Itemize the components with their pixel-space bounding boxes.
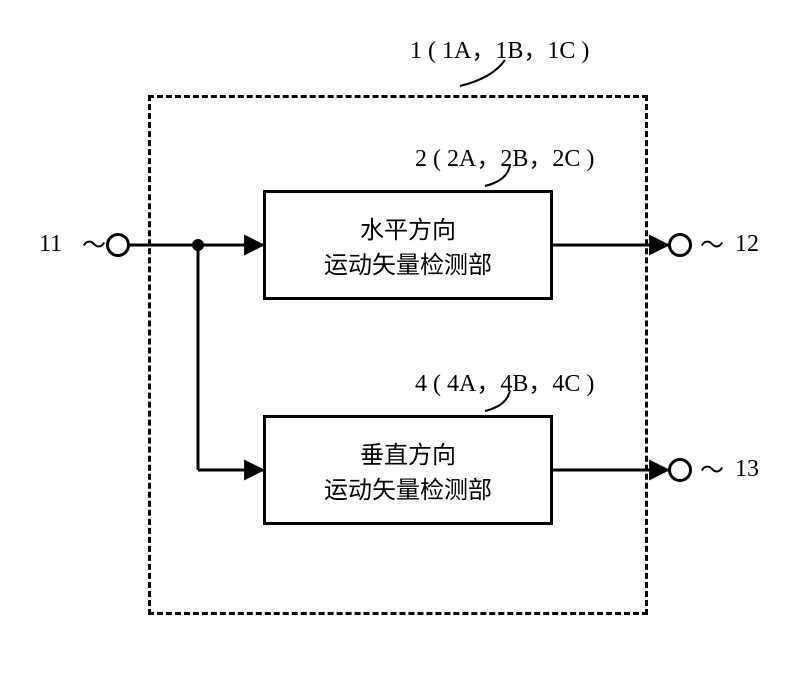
lead-tilde-icon: 〜 — [700, 225, 724, 260]
block-line1: 水平方向 — [360, 210, 456, 245]
block-line2: 运动矢量检测部 — [324, 245, 492, 280]
vertical-block-label: 4 ( 4A，4B，4C ) — [415, 363, 594, 398]
output-port-12 — [668, 233, 692, 257]
system-block-label: 1 ( 1A，1B，1C ) — [410, 30, 589, 65]
output-port-13 — [668, 458, 692, 482]
output-port-13-label: 13 — [735, 456, 759, 483]
horizontal-motion-vector-detector-block: 水平方向 运动矢量检测部 — [263, 190, 553, 300]
diagram-canvas: 1 ( 1A，1B，1C ) 水平方向 运动矢量检测部 2 ( 2A，2B，2C… — [0, 0, 800, 693]
lead-tilde-icon: 〜 — [700, 450, 724, 485]
lead-tilde-icon: 〜 — [82, 225, 106, 260]
horizontal-block-label: 2 ( 2A，2B，2C ) — [415, 138, 594, 173]
vertical-motion-vector-detector-block: 垂直方向 运动矢量检测部 — [263, 415, 553, 525]
output-port-12-label: 12 — [735, 231, 759, 258]
input-port-11-label: 11 — [39, 231, 62, 258]
block-line1: 垂直方向 — [360, 435, 456, 470]
system-block-outline — [148, 95, 648, 615]
input-port-11 — [106, 233, 130, 257]
block-line2: 运动矢量检测部 — [324, 470, 492, 505]
